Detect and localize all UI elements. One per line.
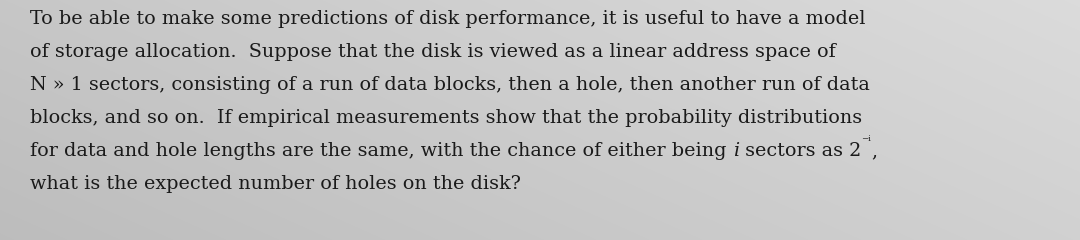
Text: for data and hole lengths are the same, with the chance of either being: for data and hole lengths are the same, …: [30, 142, 732, 160]
Text: ,: ,: [870, 142, 877, 160]
Text: N » 1 sectors, consisting of a run of data blocks, then a hole, then another run: N » 1 sectors, consisting of a run of da…: [30, 76, 869, 94]
Text: what is the expected number of holes on the disk?: what is the expected number of holes on …: [30, 175, 521, 193]
Text: blocks, and so on.  If empirical measurements show that the probability distribu: blocks, and so on. If empirical measurem…: [30, 109, 862, 127]
Text: ⁻ⁱ: ⁻ⁱ: [861, 135, 870, 149]
Text: i: i: [732, 142, 739, 160]
Text: To be able to make some predictions of disk performance, it is useful to have a : To be able to make some predictions of d…: [30, 10, 865, 28]
Text: sectors as 2: sectors as 2: [739, 142, 861, 160]
Text: of storage allocation.  Suppose that the disk is viewed as a linear address spac: of storage allocation. Suppose that the …: [30, 43, 836, 61]
